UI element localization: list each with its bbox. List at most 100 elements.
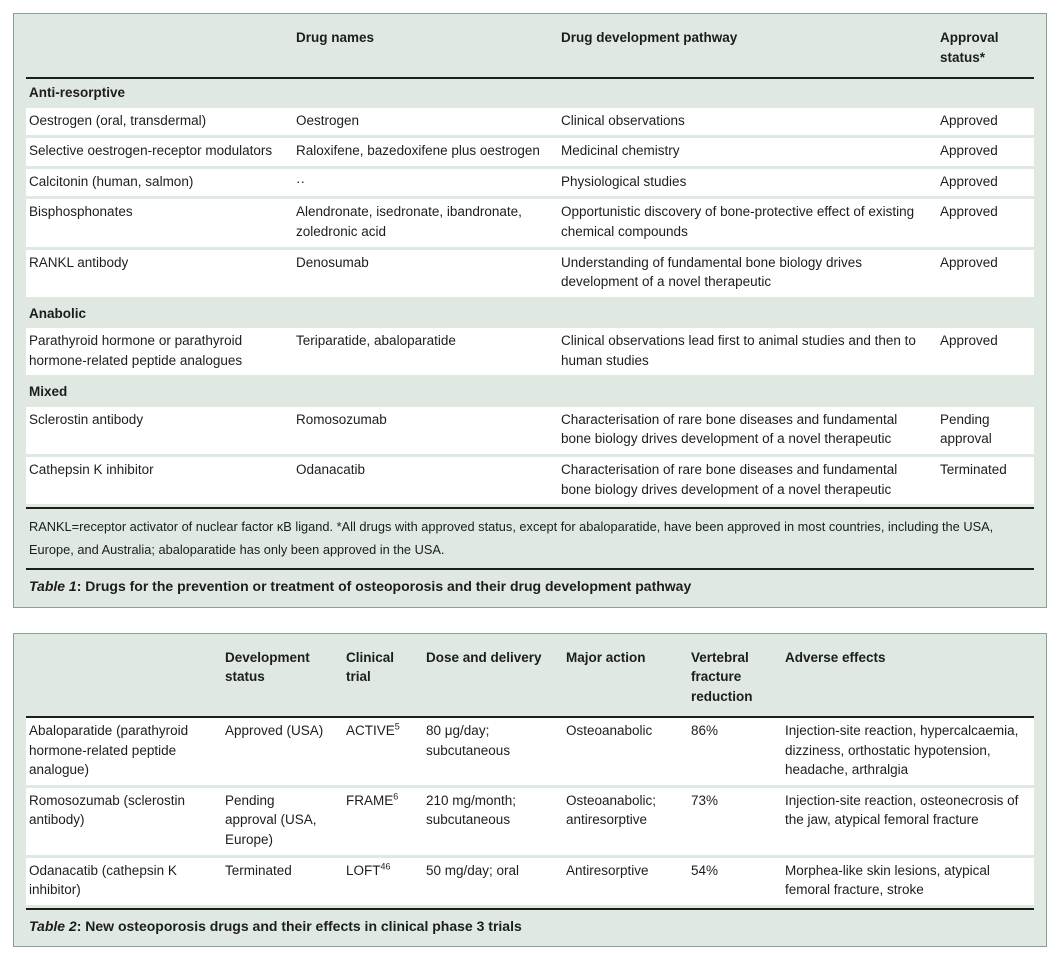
table2-header-vertebral-fracture-reduction: Vertebral fracture reduction [691,649,753,704]
cell-clinical-trial: ACTIVE5 [343,718,423,785]
table-row-parathyroid-hormone: Parathyroid hormone or parathyroid hormo… [26,328,1034,376]
trial-reference-number: 6 [393,791,399,802]
cell-category: Oestrogen (oral, transdermal) [29,112,207,128]
cell-drug: Abaloparatide (parathyroid hormone-relat… [29,723,189,778]
cell-category: Cathepsin K inhibitor [29,462,154,477]
cell-status: Approved [940,173,998,189]
cell-drug-names: Denosumab [296,254,369,270]
table-row-rankl-antibody: RANKL antibody Denosumab Understanding o… [26,249,1034,297]
table2-header-adverse-effects: Adverse effects [785,649,886,665]
table2-header-empty-cell [26,642,222,717]
cell-drug: Odanacatib (cathepsin K inhibitor) [29,862,177,898]
table2-header-rule [26,716,1034,719]
cell-category: RANKL antibody [29,254,129,270]
cell-pathway: Characterisation of rare bone diseases a… [561,411,898,447]
table2-header-clinical-trial: Clinical trial [346,649,395,685]
table2-caption-rule [26,907,1034,910]
cell-pathway: Characterisation of rare bone diseases a… [561,462,898,497]
cell-category: Sclerostin antibody [29,411,144,427]
table2-caption: Table 2: New osteoporosis drugs and thei… [26,910,1034,942]
table2-header-dose-and-delivery: Dose and delivery [426,649,542,665]
table1-caption-rule [26,567,1034,570]
table1-header-drug-names: Drug names [296,30,375,45]
table1-header-row: Drug names Drug development pathway Appr… [26,22,1034,77]
cell-drug-names: Odanacatib [296,462,366,477]
cell-category: Bisphosphonates [29,204,133,220]
cell-pathway: Physiological studies [561,173,687,189]
cell-pathway: Clinical observations [561,112,685,128]
table1-header-pathway: Drug development pathway [561,30,738,45]
cell-status: Terminated [940,462,1007,477]
table1-footnote: RANKL=receptor activator of nuclear fact… [29,519,994,557]
table2-header-development-status: Development status [225,649,310,685]
table1-header-rule [26,77,1034,80]
cell-major-action: Osteoanabolic [566,723,653,739]
table-row-oestrogen: Oestrogen (oral, transdermal) Oestrogen … [26,107,1034,136]
table1-section-anabolic: Anabolic [29,305,87,321]
cell-major-action: Osteoanabolic; antiresorptive [566,792,657,828]
cell-drug-names: Alendronate, isedronate, ibandronate, zo… [296,204,522,239]
cell-major-action: Antiresorptive [566,862,649,878]
cell-pathway: Clinical observations lead first to anim… [561,333,916,368]
cell-status: Approved [940,333,998,349]
table1-caption: Table 1: Drugs for the prevention or tre… [26,570,1034,602]
cell-adverse-effects: Injection-site reaction, osteonecrosis o… [785,792,1019,828]
cell-clinical-trial: FRAME6 [343,788,423,855]
table2-caption-label: Table 2 [29,917,77,934]
table1-header-approval-status: Approval status* [940,30,999,65]
table-row-abaloparatide: Abaloparatide (parathyroid hormone-relat… [26,718,1034,785]
cell-clinical-trial: LOFT46 [343,858,423,905]
cell-fracture-reduction: 54% [691,862,719,878]
table-row-cathepsin-k-inhibitor: Cathepsin K inhibitor Odanacatib Charact… [26,457,1034,505]
cell-adverse-effects: Morphea-like skin lesions, atypical femo… [785,862,990,898]
trial-reference-number: 5 [394,721,400,732]
cell-status: Approved [940,143,998,159]
trial-name: LOFT [346,862,381,878]
table-row-sclerostin-antibody: Sclerostin antibody Romosozumab Characte… [26,406,1034,454]
cell-status: Approved [940,254,998,270]
table2-caption-text: : New osteoporosis drugs and their effec… [76,917,522,934]
cell-dose: 50 mg/day; oral [426,862,520,878]
cell-dose: 80 μg/day; subcutaneous [426,723,511,758]
table1-section-anti-resorptive: Anti-resorptive [29,85,126,101]
cell-category: Parathyroid hormone or parathyroid hormo… [29,333,243,368]
table1-body-bottom-rule [26,507,1034,510]
cell-drug-names: ·· [296,173,305,189]
table1-section-mixed: Mixed [29,384,68,400]
trial-name: ACTIVE [346,723,395,739]
table-row-bisphosphonates: Bisphosphonates Alendronate, isedronate,… [26,199,1034,247]
table1-panel: Drug names Drug development pathway Appr… [13,13,1047,608]
table2-panel: Development status Clinical trial Dose a… [13,632,1047,948]
cell-drug-names: Teriparatide, abaloparatide [296,333,456,349]
cell-pathway: Medicinal chemistry [561,143,680,159]
trial-reference-number: 46 [380,861,391,872]
cell-drug-names: Oestrogen [296,112,360,128]
cell-category: Calcitonin (human, salmon) [29,173,194,189]
trial-name: FRAME [346,792,394,808]
table-row-odanacatib: Odanacatib (cathepsin K inhibitor) Termi… [26,857,1034,905]
table1-caption-text: : Drugs for the prevention or treatment … [76,577,692,594]
cell-fracture-reduction: 86% [691,723,719,739]
cell-status: Approved [940,204,998,220]
cell-pathway: Opportunistic discovery of bone-protecti… [561,204,915,239]
cell-drug-names: Raloxifene, bazedoxifene plus oestrogen [296,143,540,159]
table-row-calcitonin: Calcitonin (human, salmon) ·· Physiologi… [26,168,1034,197]
table1-caption-label: Table 1 [29,577,77,594]
cell-development-status: Pending approval (USA, Europe) [225,792,317,847]
table-row-serm: Selective oestrogen-receptor modulators … [26,138,1034,166]
table2-header-row: Development status Clinical trial Dose a… [26,642,1034,717]
cell-development-status: Terminated [225,862,292,878]
cell-category: Selective oestrogen-receptor modulators [29,143,273,159]
cell-dose: 210 mg/month; subcutaneous [426,792,517,828]
table1-header-empty-cell [26,22,293,77]
cell-adverse-effects: Injection-site reaction, hypercalcaemia,… [785,723,1019,778]
cell-development-status: Approved (USA) [225,723,324,739]
cell-pathway: Understanding of fundamental bone biolog… [561,254,862,290]
cell-drug: Romosozumab (sclerostin antibody) [29,792,186,828]
table2-header-major-action: Major action [566,649,646,665]
cell-fracture-reduction: 73% [691,792,719,808]
cell-status: Approved [940,112,998,128]
cell-drug-names: Romosozumab [296,411,387,427]
table-row-romosozumab: Romosozumab (sclerostin antibody) Pendin… [26,787,1034,855]
cell-status: Pending approval [940,411,992,447]
